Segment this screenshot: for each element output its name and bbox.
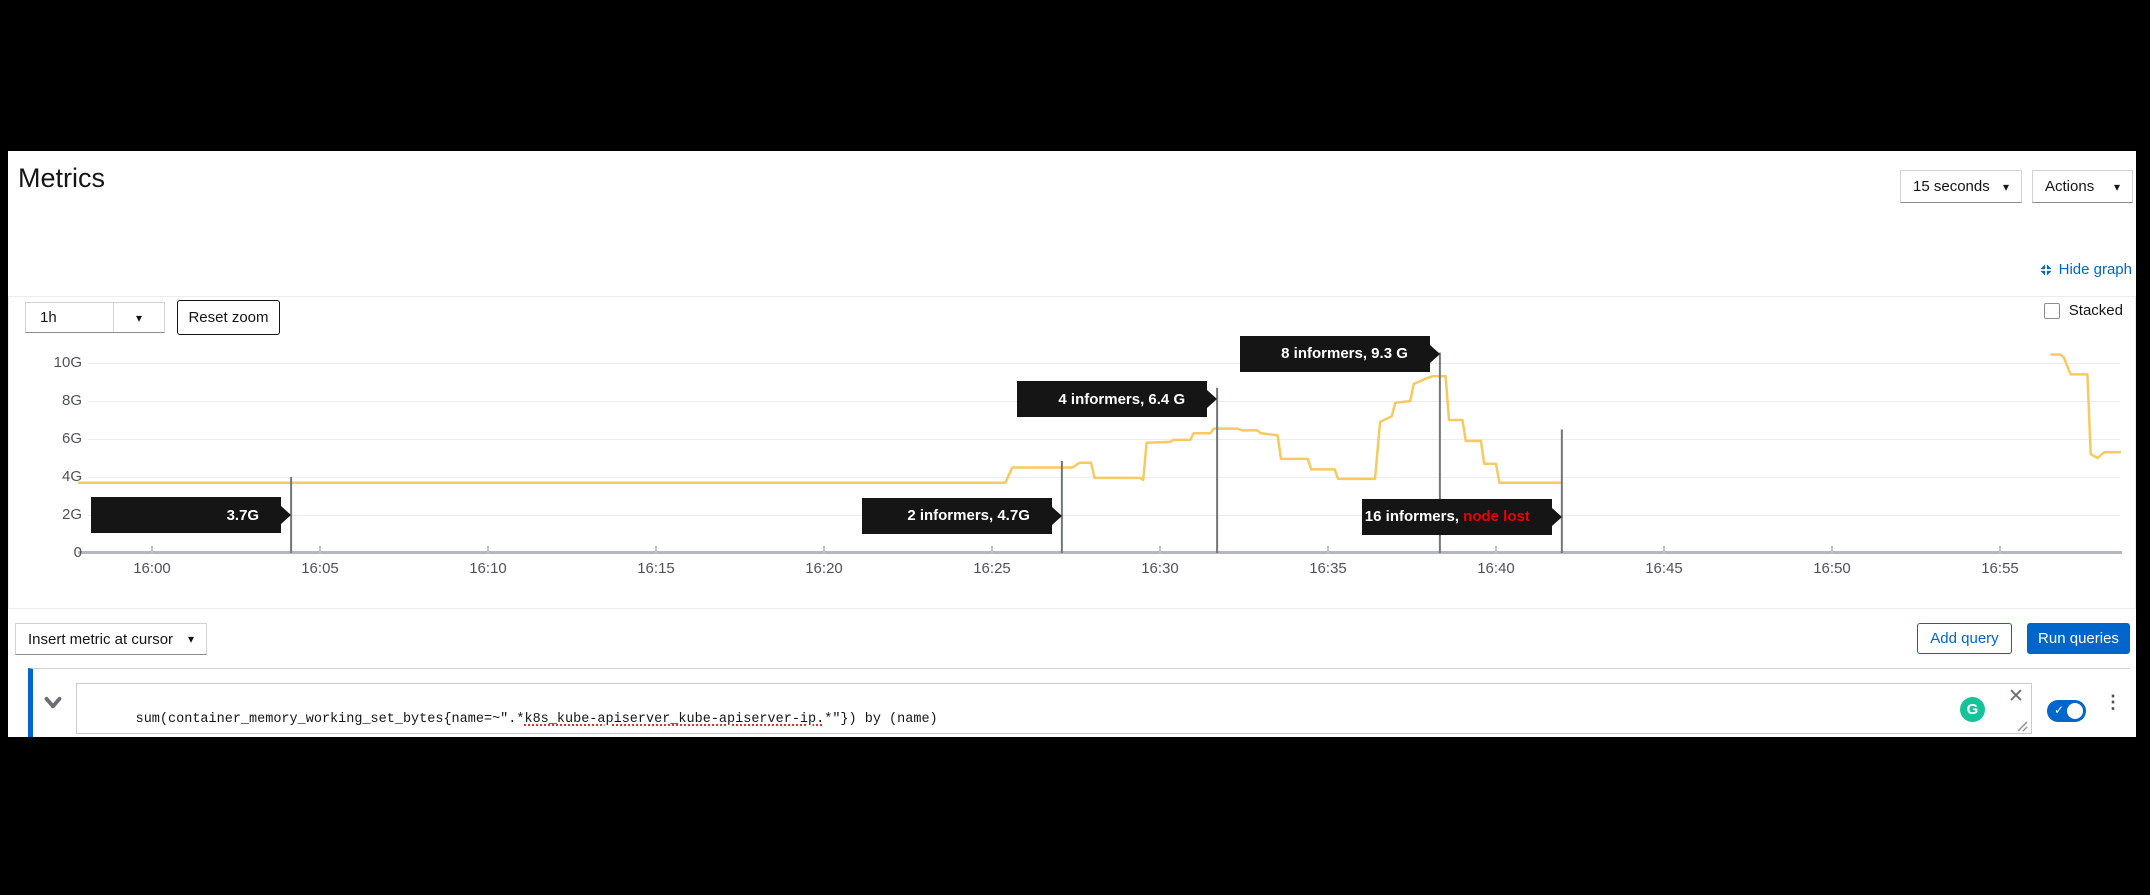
annotation-text: 8 informers, 9.3 G — [1281, 345, 1408, 362]
y-axis-tick-label: 4G — [61, 468, 82, 485]
caret-down-icon: ▾ — [187, 632, 194, 646]
x-axis-tick-label: 16:30 — [1141, 560, 1179, 577]
chart-annotation: 3.7G — [91, 497, 282, 533]
annotation-text: node lost — [1463, 508, 1530, 526]
caret-down-icon: ▾ — [2002, 179, 2009, 194]
insert-metric-select[interactable]: Insert metric at cursor ▾ — [15, 623, 207, 655]
query-row: sum(container_memory_working_set_bytes{n… — [28, 668, 2130, 737]
run-queries-button[interactable]: Run queries — [2027, 623, 2130, 654]
x-axis-tickmark — [823, 546, 825, 553]
graph-panel — [8, 296, 2136, 609]
actions-label: Actions — [2045, 178, 2095, 195]
stacked-option[interactable]: Stacked — [2043, 302, 2123, 319]
y-axis-tick-label: 8G — [61, 392, 82, 409]
x-axis-tick-label: 16:15 — [637, 560, 675, 577]
metric-line-series — [2050, 353, 2121, 460]
annotation-text: 16 informers, — [1364, 508, 1464, 526]
insert-metric-label: Insert metric at cursor — [28, 630, 174, 648]
x-axis-tickmark — [1831, 546, 1833, 553]
x-axis-tick-label: 16:25 — [973, 560, 1011, 577]
metric-line-series — [78, 375, 1562, 484]
timespan-select[interactable]: 1h ▾ — [25, 302, 165, 333]
x-axis-tick-label: 16:40 — [1477, 560, 1515, 577]
chart-annotation: 16 informers, node lost — [1361, 498, 1552, 535]
query-text-pre: sum(container_memory_working_set_bytes{n… — [135, 711, 525, 727]
chart-annotation: 4 informers, 6.4 G — [1017, 381, 1208, 418]
x-axis-tickmark — [487, 546, 489, 553]
x-axis-tickmark — [151, 546, 153, 553]
timespan-value: 1h — [40, 309, 57, 326]
annotation-text: 3.7G — [226, 506, 260, 524]
hide-graph-label: Hide graph — [2058, 261, 2132, 278]
query-input[interactable]: sum(container_memory_working_set_bytes{n… — [76, 683, 2032, 734]
x-axis-tickmark — [1159, 546, 1161, 553]
check-icon: ✓ — [2054, 703, 2065, 717]
x-axis-tick-label: 16:55 — [1981, 560, 2019, 577]
x-axis-tick-label: 16:10 — [469, 560, 507, 577]
poll-interval-value: 15 seconds — [1913, 178, 1990, 195]
stacked-checkbox[interactable] — [2043, 302, 2060, 319]
x-axis-tick-label: 16:20 — [805, 560, 843, 577]
chart-annotation: 2 informers, 4.7G — [861, 497, 1052, 534]
gridline — [88, 514, 2120, 516]
hide-graph-link[interactable]: Hide graph — [2039, 261, 2132, 278]
page-title: Metrics — [18, 163, 105, 193]
x-axis-tickmark — [1495, 546, 1497, 553]
metrics-chart[interactable]: 0 2G 4G 6G 8G 10G 16:00 16:05 16:10 16:15 16:20 16:… — [8, 151, 2136, 611]
kebab-menu-icon[interactable]: ⋮ — [2104, 692, 2122, 712]
query-text-post: *"}) by (name) — [824, 711, 938, 727]
chart-annotation: 8 informers, 9.3 G — [1239, 335, 1430, 372]
actions-dropdown[interactable]: Actions ▾ — [2032, 170, 2133, 203]
x-axis-tick-label: 16:00 — [133, 560, 171, 577]
x-axis-tick-label: 16:05 — [301, 560, 339, 577]
chevron-down-icon[interactable] — [40, 689, 66, 715]
metrics-page: Metrics 15 seconds ▾ Actions ▾ Hide grap… — [8, 151, 2136, 737]
query-text-spellcheck: k8s_kube-apiserver_kube-apiserver-ip. — [524, 711, 825, 727]
y-axis-tick-label: 0 — [73, 544, 82, 561]
y-axis-tick-label: 6G — [61, 430, 82, 447]
gridline — [88, 438, 2120, 440]
caret-down-icon: ▾ — [113, 303, 164, 332]
add-query-button[interactable]: Add query — [1917, 623, 2012, 654]
query-enabled-toggle[interactable]: ✓ — [2047, 700, 2086, 722]
close-icon[interactable]: ✕ — [2008, 686, 2024, 707]
compress-icon — [2040, 263, 2052, 276]
annotation-text: 4 informers, 6.4 G — [1058, 390, 1186, 408]
x-axis-tickmark — [1999, 546, 2001, 553]
toggle-knob — [2067, 703, 2083, 719]
x-axis-tickmark — [655, 546, 657, 553]
y-axis-tick-label: 10G — [53, 354, 82, 371]
resize-handle-icon[interactable] — [2017, 721, 2028, 732]
reset-zoom-button[interactable]: Reset zoom — [177, 300, 280, 335]
x-axis-tick-label: 16:45 — [1645, 560, 1683, 577]
y-axis-tick-label: 2G — [61, 506, 82, 523]
x-axis-tickmark — [1327, 546, 1329, 553]
poll-interval-select[interactable]: 15 seconds ▾ — [1900, 170, 2022, 203]
x-axis-tickmark — [1663, 546, 1665, 553]
caret-down-icon: ▾ — [2113, 179, 2120, 194]
stacked-label: Stacked — [2068, 302, 2123, 319]
x-axis-tickmark — [319, 546, 321, 553]
gridline — [88, 362, 2120, 364]
x-axis-tick-label: 16:50 — [1813, 560, 1851, 577]
x-axis-tickmark — [991, 546, 993, 553]
grammarly-icon[interactable]: G — [1960, 697, 1985, 722]
x-axis-line — [78, 551, 2122, 554]
annotation-text: 2 informers, 4.7G — [907, 507, 1030, 525]
x-axis-tick-label: 16:35 — [1309, 560, 1347, 577]
